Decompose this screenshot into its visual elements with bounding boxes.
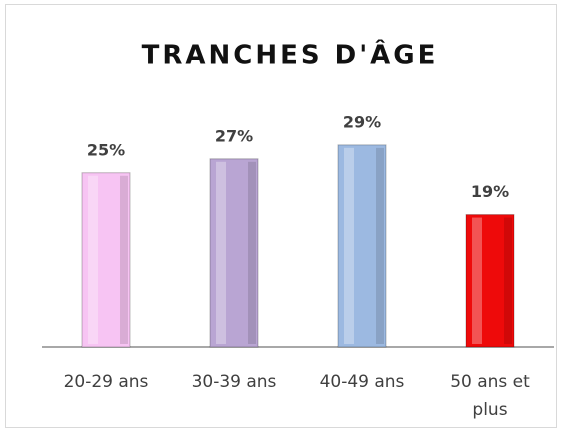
- x-tick-label: 40-49 ans: [319, 372, 405, 392]
- bar-shade: [376, 147, 384, 344]
- x-tick-label: 30-39 ans: [191, 372, 277, 392]
- bar-highlight: [216, 161, 226, 344]
- bar-shade: [504, 217, 512, 344]
- bar: [337, 144, 387, 348]
- chart-title: TRANCHES D'ÂGE: [142, 39, 439, 71]
- x-tick-label: 50 ans et plus: [450, 372, 530, 420]
- data-label: 27%: [215, 126, 253, 145]
- data-label: 25%: [87, 140, 125, 159]
- bar-shade: [120, 175, 128, 344]
- bar-highlight: [472, 217, 482, 344]
- data-label: 29%: [343, 112, 381, 131]
- bar: [465, 214, 515, 348]
- x-tick-label: 20-29 ans: [63, 372, 149, 392]
- data-label: 19%: [471, 182, 509, 201]
- bar-highlight: [88, 175, 98, 344]
- bar: [209, 158, 259, 348]
- bar-highlight: [344, 147, 354, 344]
- bar-shade: [248, 161, 256, 344]
- bar: [81, 172, 131, 348]
